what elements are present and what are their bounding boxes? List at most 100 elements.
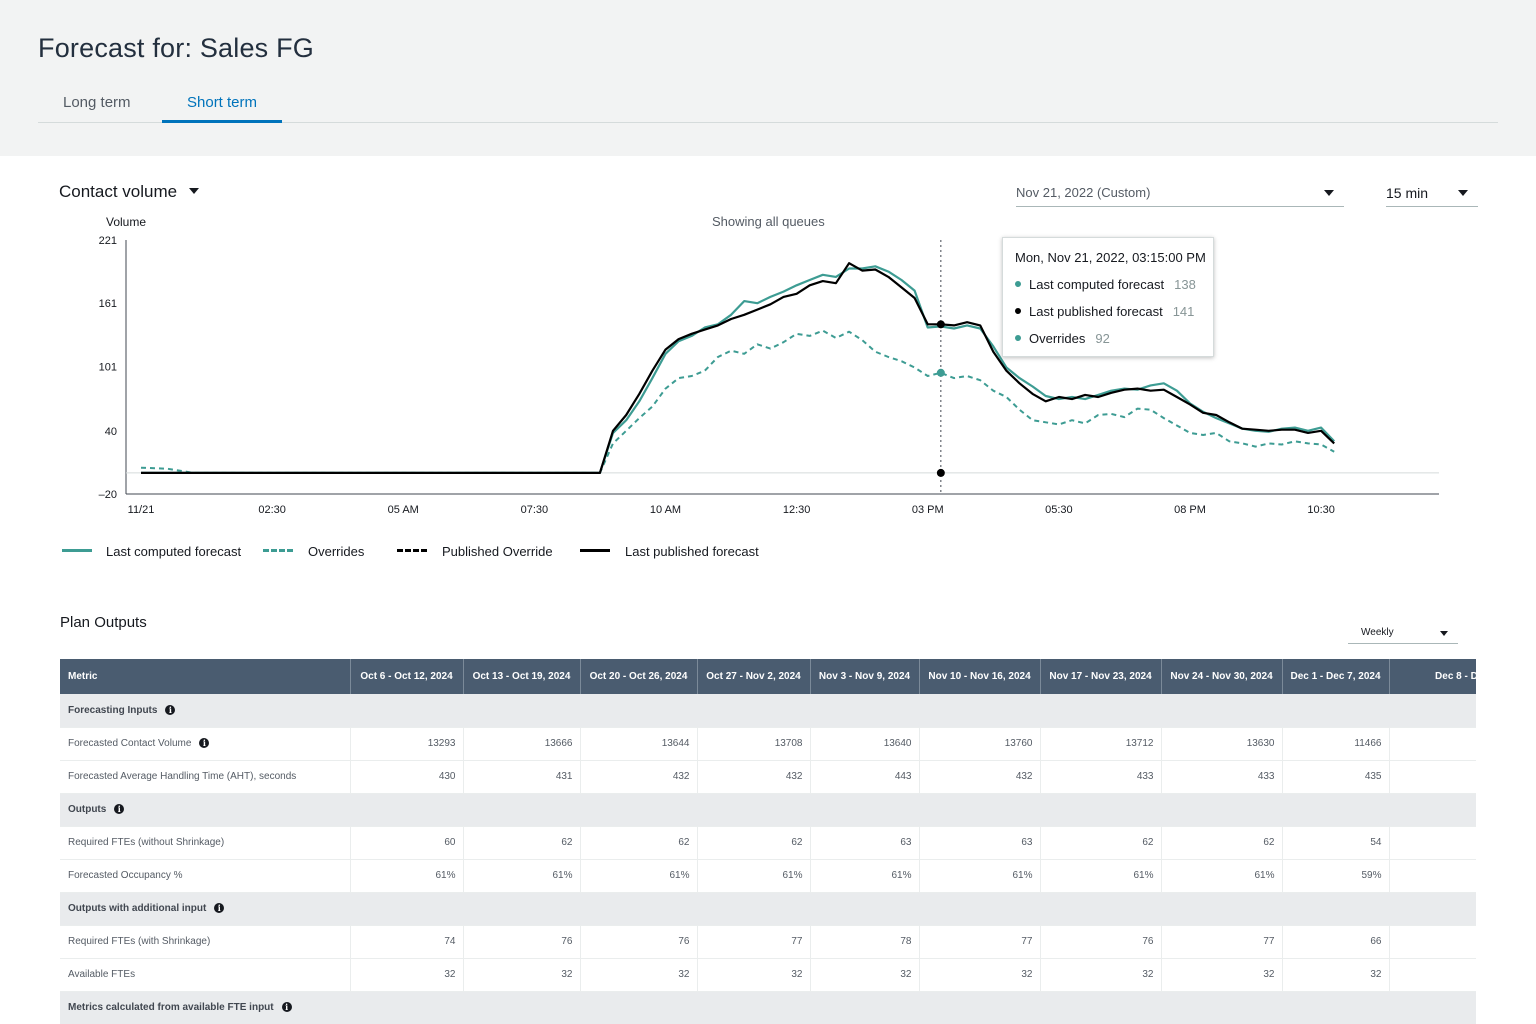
info-icon[interactable]: i — [165, 704, 176, 715]
table-cell: 32 — [810, 958, 920, 992]
table-cell: 54 — [1282, 826, 1390, 860]
x-tick-label: 02:30 — [258, 504, 286, 516]
table-cell: 431 — [463, 760, 581, 794]
legend-label: Last published forecast — [625, 544, 759, 559]
tooltip-row-value: 138 — [1174, 277, 1196, 292]
x-tick-label: 10:30 — [1307, 504, 1335, 516]
caret-down-icon — [189, 188, 200, 194]
column-header-metric[interactable]: Metric — [60, 659, 351, 694]
column-header-week[interactable]: Nov 17 - Nov 23, 2024 — [1040, 659, 1162, 694]
table-cell: 59% — [1282, 859, 1390, 893]
table-cell: 32 — [463, 958, 581, 992]
table-cell: 32 — [919, 958, 1041, 992]
section-label: Outputs — [68, 804, 107, 815]
column-header-week[interactable]: Dec 1 - Dec 7, 2024 — [1282, 659, 1390, 694]
table-cell: 13 — [1389, 727, 1476, 761]
table-cell — [1389, 925, 1476, 959]
metric-name-cell: Forecasted Average Handling Time (AHT), … — [60, 760, 351, 794]
table-cell: 62 — [463, 826, 581, 860]
column-header-week[interactable]: Nov 3 - Nov 9, 2024 — [810, 659, 920, 694]
tooltip-row-value: 141 — [1172, 304, 1195, 319]
column-header-week[interactable]: Nov 10 - Nov 16, 2024 — [919, 659, 1041, 694]
dashed-line-icon — [397, 549, 427, 552]
chart-tooltip: Mon, Nov 21, 2022, 03:15:00 PM Last comp… — [1002, 237, 1214, 357]
x-tick-label: 12:30 — [783, 504, 811, 516]
info-icon[interactable]: i — [281, 1002, 292, 1012]
caret-down-icon — [1458, 190, 1468, 196]
section-header: Outputs with additional input i — [60, 892, 1476, 926]
tooltip-row-label: Last computed forecast — [1029, 277, 1165, 292]
metric-name-cell: Forecasted Contact Volume i — [60, 727, 351, 761]
table-cell: 13712 — [1040, 727, 1162, 761]
table-cell: 77 — [697, 925, 811, 959]
tab-short-term[interactable]: Short term — [162, 88, 283, 123]
table-row: Forecasted Occupancy % 61% 61% 61% 61% 61% 61%… — [60, 859, 1476, 893]
y-tick-label: 40 — [105, 426, 117, 438]
x-tick-label: 11/21 — [128, 504, 155, 516]
table-cell: 432 — [697, 760, 811, 794]
table-header-row: Metric Oct 6 - Oct 12, 2024 Oct 13 - Oct 1… — [60, 659, 1476, 694]
chart-subtitle: Showing all queues — [712, 214, 825, 229]
column-header-week[interactable]: Oct 13 - Oct 19, 2024 — [463, 659, 581, 694]
metric-dropdown[interactable]: Contact volume — [59, 182, 200, 202]
metric-name-cell: Forecasted Occupancy % — [60, 859, 351, 893]
granularity-dropdown[interactable]: Weekly — [1348, 624, 1458, 644]
info-icon[interactable]: i — [214, 903, 225, 913]
table-cell: 62 — [697, 826, 811, 860]
legend-label: Last computed forecast — [106, 544, 242, 559]
table-cell: 76 — [1040, 925, 1162, 959]
metric-label: Forecasted Average Handling Time (AHT), … — [68, 771, 297, 782]
table-cell: 61% — [350, 859, 464, 893]
column-header-week[interactable]: Oct 6 - Oct 12, 2024 — [350, 659, 464, 694]
legend-label: Overrides — [308, 544, 365, 559]
series-line-last-published-forecast — [141, 262, 1335, 474]
section-label: Forecasting Inputs — [68, 704, 158, 716]
series-line-overrides — [140, 329, 1335, 474]
table-cell: 11466 — [1282, 727, 1390, 761]
table-cell: 61% — [463, 859, 581, 893]
table-cell: 432 — [919, 760, 1041, 794]
y-tick-label: 221 — [99, 235, 117, 247]
hover-point-baseline — [936, 468, 945, 477]
x-tick-label: 08 PM — [1174, 504, 1206, 516]
x-tick-label: 03 PM — [912, 504, 944, 516]
metric-name-cell: Required FTEs (without Shrinkage) — [60, 826, 351, 860]
column-header-week[interactable]: Oct 20 - Oct 26, 2024 — [580, 659, 698, 694]
forecast-line-chart[interactable]: 221 161 101 40 –20 11/21 02:30 05 AM 07:30 10 AM 1… — [0, 0, 1536, 540]
table-cell: 62 — [580, 826, 698, 860]
table-row: Forecasted Contact Volume i 13293 13666 1364… — [60, 727, 1476, 761]
interval-dropdown[interactable]: 15 min — [1386, 180, 1478, 207]
tooltip-row-label: Overrides — [1029, 331, 1086, 346]
section-header: Forecasting Inputs i — [60, 694, 1476, 728]
info-icon[interactable]: i — [199, 738, 210, 748]
info-icon[interactable]: i — [114, 804, 125, 814]
table-cell: 61% — [919, 859, 1041, 893]
caret-down-icon — [1440, 631, 1448, 636]
table-row: Required FTEs (without Shrinkage) 60 62 62 6… — [60, 826, 1476, 860]
table-cell: 13640 — [810, 727, 920, 761]
date-dropdown[interactable]: Nov 21, 2022 (Custom) — [1016, 180, 1344, 207]
table-section-row: Forecasting Inputs i — [60, 694, 1476, 728]
table-cell: 63 — [919, 826, 1041, 860]
table-section-row: Metrics calculated from available FTE in… — [60, 991, 1476, 1024]
table-cell: 13293 — [350, 727, 464, 761]
section-label: Outputs with additional input — [68, 903, 207, 914]
x-tick-label: 10 AM — [650, 504, 681, 516]
tooltip-row: Last computed forecast 138 — [1015, 277, 1196, 292]
table-row: Required FTEs (with Shrinkage) 74 76 76 77 78… — [60, 925, 1476, 959]
table-cell: 32 — [1282, 958, 1390, 992]
tab-long-term[interactable]: Long term — [63, 94, 131, 111]
table-cell: 430 — [350, 760, 464, 794]
column-header-week[interactable]: Nov 24 - Nov 30, 2024 — [1161, 659, 1283, 694]
plan-outputs-table-container[interactable]: Metric Oct 6 - Oct 12, 2024 Oct 13 - Oct 1… — [60, 659, 1476, 1024]
column-header-week[interactable]: Oct 27 - Nov 2, 2024 — [697, 659, 811, 694]
table-cell: 433 — [1040, 760, 1162, 794]
column-header-week[interactable]: Dec 8 - Dec 14, 2 — [1389, 659, 1476, 694]
x-tick-label: 05 AM — [388, 504, 419, 516]
caret-down-icon — [1324, 190, 1334, 196]
table-cell: 32 — [580, 958, 698, 992]
metric-dropdown-label: Contact volume — [59, 182, 178, 201]
table-cell: 78 — [810, 925, 920, 959]
table-section-row: Outputs i — [60, 793, 1476, 827]
dashed-line-icon — [263, 549, 293, 552]
